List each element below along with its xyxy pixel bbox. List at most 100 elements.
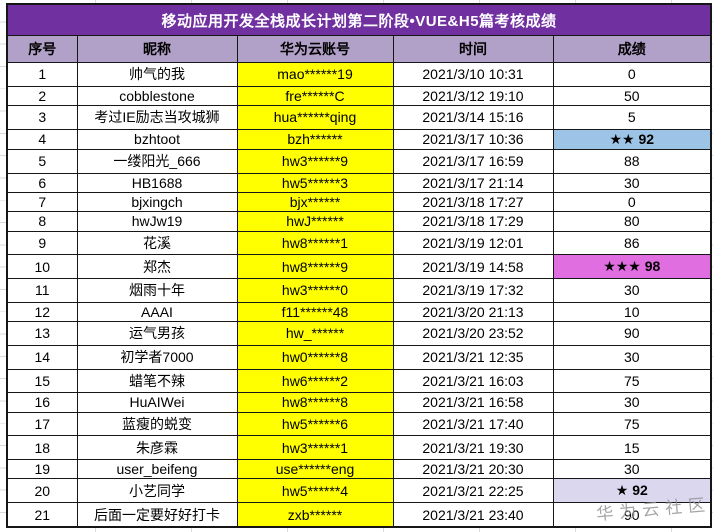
cell-no[interactable]: 7	[6, 192, 78, 213]
cell-time[interactable]: 2021/3/21 12:35	[392, 344, 554, 370]
cell-score[interactable]: 50	[552, 85, 712, 106]
cell-score[interactable]: ★★★ 98	[552, 254, 712, 280]
col-header-account[interactable]: 华为云账号	[236, 35, 394, 63]
cell-score[interactable]: 88	[552, 149, 712, 174]
cell-account[interactable]: fre******C	[236, 85, 394, 106]
cell-time[interactable]: 2021/3/21 17:40	[392, 411, 554, 437]
cell-account[interactable]: hw8******1	[236, 230, 394, 256]
cell-account[interactable]: zxb******	[236, 502, 394, 528]
cell-nickname[interactable]: 运气男孩	[76, 321, 238, 346]
cell-nickname[interactable]: bjxingch	[76, 192, 238, 213]
cell-no[interactable]: 8	[6, 211, 78, 232]
cell-no[interactable]: 11	[6, 278, 78, 303]
col-header-no[interactable]: 序号	[6, 35, 78, 63]
cell-score[interactable]: 0	[552, 62, 712, 87]
cell-time[interactable]: 2021/3/17 10:36	[392, 128, 554, 151]
col-header-nickname[interactable]: 昵称	[76, 35, 238, 63]
cell-nickname[interactable]: 烟雨十年	[76, 278, 238, 303]
cell-nickname[interactable]: 小艺同学	[76, 478, 238, 503]
cell-account[interactable]: hwJ******	[236, 211, 394, 232]
cell-no[interactable]: 10	[6, 254, 78, 280]
cell-nickname[interactable]: 蜡笔不辣	[76, 368, 238, 394]
cell-account[interactable]: use******eng	[236, 459, 394, 480]
cell-score[interactable]: 30	[552, 278, 712, 303]
cell-account[interactable]: mao******19	[236, 62, 394, 87]
cell-time[interactable]: 2021/3/20 23:52	[392, 321, 554, 346]
cell-no[interactable]: 3	[6, 104, 78, 130]
cell-no[interactable]: 2	[6, 85, 78, 106]
cell-time[interactable]: 2021/3/17 21:14	[392, 172, 554, 194]
cell-time[interactable]: 2021/3/19 17:32	[392, 278, 554, 303]
cell-account[interactable]: hw5******3	[236, 172, 394, 194]
cell-time[interactable]: 2021/3/19 14:58	[392, 254, 554, 280]
cell-nickname[interactable]: 郑杰	[76, 254, 238, 280]
cell-nickname[interactable]: 初学者7000	[76, 344, 238, 370]
cell-score[interactable]: 30	[552, 344, 712, 370]
cell-account[interactable]: hw6******2	[236, 368, 394, 394]
cell-score[interactable]: 30	[552, 172, 712, 194]
cell-no[interactable]: 19	[6, 459, 78, 480]
cell-no[interactable]: 6	[6, 172, 78, 194]
cell-no[interactable]: 13	[6, 321, 78, 346]
cell-account[interactable]: hw8******9	[236, 254, 394, 280]
cell-no[interactable]: 14	[6, 344, 78, 370]
cell-no[interactable]: 12	[6, 301, 78, 323]
cell-nickname[interactable]: 花溪	[76, 230, 238, 256]
cell-time[interactable]: 2021/3/21 23:40	[392, 502, 554, 528]
cell-account[interactable]: hw0******8	[236, 344, 394, 370]
cell-time[interactable]: 2021/3/14 15:16	[392, 104, 554, 130]
cell-no[interactable]: 5	[6, 149, 78, 174]
cell-nickname[interactable]: 考过IE励志当攻城狮	[76, 104, 238, 130]
cell-time[interactable]: 2021/3/19 12:01	[392, 230, 554, 256]
cell-score[interactable]: 30	[552, 392, 712, 413]
cell-account[interactable]: hw3******9	[236, 149, 394, 174]
cell-score[interactable]: 75	[552, 368, 712, 394]
cell-account[interactable]: hw5******6	[236, 411, 394, 437]
cell-no[interactable]: 4	[6, 128, 78, 151]
cell-no[interactable]: 20	[6, 478, 78, 503]
cell-score[interactable]: ★ 92	[552, 478, 712, 503]
cell-nickname[interactable]: hwJw19	[76, 211, 238, 232]
cell-no[interactable]: 17	[6, 411, 78, 437]
cell-time[interactable]: 2021/3/20 21:13	[392, 301, 554, 323]
cell-score[interactable]: 86	[552, 230, 712, 256]
cell-time[interactable]: 2021/3/18 17:27	[392, 192, 554, 213]
cell-nickname[interactable]: user_beifeng	[76, 459, 238, 480]
cell-nickname[interactable]: HB1688	[76, 172, 238, 194]
cell-nickname[interactable]: 帅气的我	[76, 62, 238, 87]
cell-account[interactable]: f11******48	[236, 301, 394, 323]
cell-score[interactable]: 5	[552, 104, 712, 130]
cell-score[interactable]: 90	[552, 502, 712, 528]
cell-nickname[interactable]: 朱彦霖	[76, 435, 238, 461]
cell-score[interactable]: 30	[552, 459, 712, 480]
cell-no[interactable]: 15	[6, 368, 78, 394]
col-header-score[interactable]: 成绩	[552, 35, 712, 63]
cell-account[interactable]: bjx******	[236, 192, 394, 213]
cell-account[interactable]: hua******qing	[236, 104, 394, 130]
cell-account[interactable]: hw_******	[236, 321, 394, 346]
cell-account[interactable]: hw3******0	[236, 278, 394, 303]
cell-account[interactable]: hw8******8	[236, 392, 394, 413]
cell-account[interactable]: hw5******4	[236, 478, 394, 503]
cell-score[interactable]: 90	[552, 321, 712, 346]
cell-account[interactable]: bzh******	[236, 128, 394, 151]
cell-account[interactable]: hw3******1	[236, 435, 394, 461]
cell-time[interactable]: 2021/3/21 16:03	[392, 368, 554, 394]
cell-score[interactable]: ★★ 92	[552, 128, 712, 151]
table-title[interactable]: 移动应用开发全栈成长计划第二阶段•VUE&H5篇考核成绩	[6, 3, 712, 36]
cell-no[interactable]: 16	[6, 392, 78, 413]
cell-time[interactable]: 2021/3/21 20:30	[392, 459, 554, 480]
cell-score[interactable]: 75	[552, 411, 712, 437]
cell-score[interactable]: 80	[552, 211, 712, 232]
cell-no[interactable]: 1	[6, 62, 78, 87]
cell-time[interactable]: 2021/3/10 10:31	[392, 62, 554, 87]
cell-time[interactable]: 2021/3/21 16:58	[392, 392, 554, 413]
cell-nickname[interactable]: bzhtoot	[76, 128, 238, 151]
cell-time[interactable]: 2021/3/21 22:25	[392, 478, 554, 503]
cell-nickname[interactable]: cobblestone	[76, 85, 238, 106]
cell-no[interactable]: 9	[6, 230, 78, 256]
cell-time[interactable]: 2021/3/18 17:29	[392, 211, 554, 232]
cell-score[interactable]: 15	[552, 435, 712, 461]
cell-nickname[interactable]: 后面一定要好好打卡	[76, 502, 238, 528]
cell-score[interactable]: 0	[552, 192, 712, 213]
